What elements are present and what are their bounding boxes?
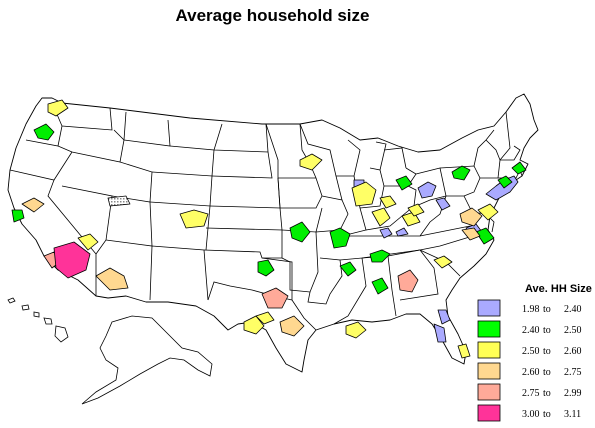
legend-from: 1.98: [522, 304, 540, 315]
legend-from: 2.50: [522, 346, 540, 357]
legend-swatch: [477, 320, 501, 338]
metro-austin: [255, 311, 275, 325]
metro-hartford: [511, 161, 527, 175]
legend-swatch: [477, 383, 501, 401]
legend-from: 2.75: [522, 388, 540, 399]
metro-memphis: [339, 261, 357, 277]
metro-stlouis: [329, 227, 351, 249]
legend-to: to: [543, 388, 551, 399]
metro-sanfrancisco: [11, 209, 25, 223]
legend-swatch: [477, 404, 501, 422]
metro-cincinnati: [379, 227, 393, 239]
legend-title: Ave. HH Size: [525, 283, 592, 295]
legend-upper: 2.99: [564, 388, 582, 399]
legend-to: to: [543, 367, 551, 378]
metro-portland: [33, 123, 55, 141]
metro-albany: [497, 175, 513, 189]
metro-chicago: [351, 181, 377, 207]
metro-sanantonio: [243, 315, 265, 335]
metro-detroit: [417, 181, 437, 199]
legend-upper: 2.50: [564, 325, 582, 336]
metro-kansascity: [289, 221, 311, 243]
metro-areas: [11, 99, 527, 359]
metro-orlando: [433, 323, 447, 343]
legend-to: to: [543, 409, 551, 420]
legend-from: 3.00: [522, 409, 540, 420]
legend-upper: 2.60: [564, 346, 582, 357]
metro-denver: [179, 209, 209, 229]
metro-raleigh: [477, 203, 499, 221]
state-boundaries: [7, 93, 539, 373]
legend-from: 2.60: [522, 367, 540, 378]
legend-to: to: [543, 346, 551, 357]
legend-swatch: [477, 341, 501, 359]
metro-baltimore: [459, 207, 483, 227]
metro-phoenix: [95, 267, 129, 291]
metro-nashville: [369, 249, 391, 263]
metro-richmond: [475, 227, 495, 245]
legend-item: 2.75 to 2.99: [477, 383, 582, 401]
legend-upper: 2.40: [564, 304, 582, 315]
metro-dayton: [395, 227, 409, 237]
metro-buffalo: [451, 165, 471, 181]
metro-losangeles: [53, 241, 91, 279]
metro-lasvegas: [77, 233, 99, 251]
legend-item: 2.40 to 2.50: [477, 320, 582, 338]
metro-cleveland: [435, 197, 451, 211]
metro-dallas: [261, 287, 289, 309]
legend-swatch: [477, 362, 501, 380]
metro-birmingham: [371, 277, 389, 295]
metro-neworleans: [345, 321, 367, 339]
metros-2-50-to-2-60: [47, 99, 499, 359]
legend-to: to: [543, 325, 551, 336]
metro-sacramento: [21, 197, 45, 213]
legend-item: 2.50 to 2.60: [477, 341, 582, 359]
metro-indianapolis: [371, 207, 391, 227]
metro-seattle: [47, 99, 69, 117]
legend-items: 1.98 to 2.402.40 to 2.502.50 to 2.602.60 to 2.75…: [477, 299, 582, 422]
legend: Ave. HH Size 1.98 to 2.402.40 to 2.502.50 to 2…: [477, 283, 592, 422]
metro-charlotte: [433, 255, 453, 269]
metro-atlanta: [397, 269, 419, 293]
metro-minneapolis: [299, 153, 323, 171]
metro-pittsburgh: [407, 203, 425, 217]
hawaii: [7, 297, 69, 343]
legend-upper: 3.11: [564, 409, 581, 420]
metros-2-40-to-2-50: [11, 123, 527, 295]
metro-washington: [461, 227, 481, 241]
metros-2-60-to-2-75: [21, 197, 483, 337]
legend-swatch: [477, 299, 501, 317]
metro-no-data: [107, 195, 131, 207]
legend-to: to: [543, 304, 551, 315]
legend-from: 2.40: [522, 325, 540, 336]
legend-item: 3.00 to 3.11: [477, 404, 581, 422]
metro-miami: [457, 343, 471, 359]
legend-item: 2.60 to 2.75: [477, 362, 582, 380]
us-outline: [7, 93, 539, 373]
legend-upper: 2.75: [564, 367, 582, 378]
legend-item: 1.98 to 2.40: [477, 299, 582, 317]
metro-grandrapids: [379, 195, 397, 209]
map-title: Average household size: [175, 6, 370, 25]
metro-tampa: [437, 309, 451, 325]
metro-oklahoma: [257, 259, 275, 277]
metro-toledo: [395, 175, 413, 191]
metros-3-00-to-3-11: [53, 241, 91, 279]
alaska: [81, 315, 213, 405]
metro-houston: [279, 315, 305, 337]
